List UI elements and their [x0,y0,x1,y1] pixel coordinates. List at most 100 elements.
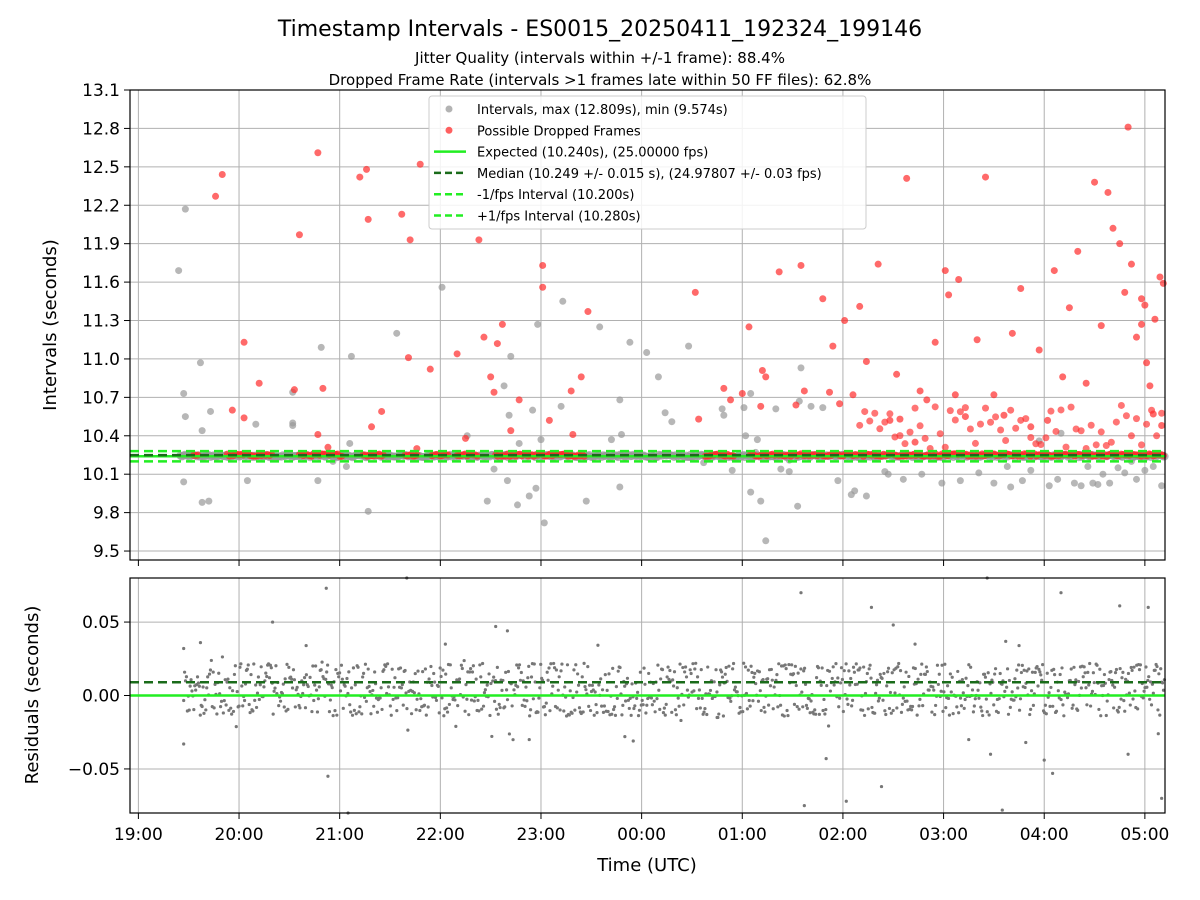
dropped-point [896,415,904,423]
residual-point [351,666,356,670]
residual-point [223,678,227,682]
residual-point [742,661,746,665]
dropped-point [1122,412,1130,420]
residual-point [1123,709,1127,713]
interval-point [785,468,793,476]
residual-point [557,675,561,679]
residual-point [837,705,841,709]
residual-point [705,712,709,717]
residual-point [560,662,564,666]
interval-point [1003,463,1011,471]
residual-point [628,696,632,700]
interval-point [534,320,542,328]
residual-point [936,682,940,687]
residuals-panel: −0.05 0.00 0.05 19:00 20:00 21:00 22:00 23:00 00… [68,576,1169,845]
dropped-point [1067,403,1075,411]
residual-point [691,662,695,666]
residual-point [492,699,497,703]
interval-point [181,413,189,421]
chart-subtitle-dropped: Dropped Frame Rate (intervals >1 frames … [329,71,872,89]
dropped-point [695,415,703,423]
residual-point [379,686,383,690]
residual-point [253,698,257,702]
residual-point [252,662,256,666]
residual-point [254,683,258,687]
residual-point [419,697,423,701]
residual-point [581,710,585,714]
dropped-point [1027,423,1035,431]
residual-point [474,677,478,681]
dropped-point [1141,301,1149,309]
residual-point [1133,689,1137,693]
residual-point [390,667,394,671]
residual-point [487,672,491,676]
y-tick-label: 12.5 [82,158,120,178]
residual-point [1147,675,1151,679]
residual-point [366,667,370,671]
x-tick-label: 00:00 [617,825,666,845]
interval-point [1114,464,1122,472]
dropped-point [545,416,553,424]
interval-point [777,465,785,473]
residual-point [826,724,831,728]
residual-point [683,670,687,674]
residual-point [235,690,239,694]
residual-point [649,696,654,700]
residual-point [1071,703,1075,707]
dropped-point [228,406,236,414]
residual-point [476,698,480,702]
residual-point [874,683,879,687]
residual-point [633,704,637,708]
residual-point [901,696,905,700]
interval-point [393,329,401,337]
residual-point [576,683,581,687]
residual-point [846,702,850,706]
interval-point [289,422,297,430]
dropped-point [893,370,901,378]
residual-point [794,683,798,688]
residual-point [549,662,553,666]
residual-point [338,671,342,675]
residual-point [1074,678,1078,682]
residual-point [353,683,357,687]
residual-point [1158,713,1162,717]
residual-point [404,691,408,695]
residual-point [934,703,938,708]
residual-point [460,666,464,671]
residual-point [1109,669,1113,674]
residual-point [662,706,666,710]
residual-point [666,665,670,669]
residual-point [635,696,639,700]
residual-point [802,804,806,808]
residual-point [840,677,845,682]
residual-point [1048,704,1052,708]
residual-point [664,702,668,707]
residual-point [946,696,951,701]
residual-point [316,697,320,701]
residual-point [463,709,467,713]
residual-point [357,710,361,714]
residual-points [182,639,1167,742]
residual-point [783,663,787,667]
residual-point [498,705,502,710]
dropped-point [324,443,332,451]
residual-point [511,738,515,742]
residual-point [976,688,980,692]
residual-point [1036,684,1040,688]
interval-point [626,338,634,346]
dropped-point [911,438,919,446]
dropped-point [923,396,931,404]
residual-point [552,661,556,666]
residual-point [308,675,312,679]
residual-point [525,699,529,703]
residual-point [1031,703,1036,707]
dropped-point [720,384,728,392]
residual-point [790,663,794,667]
dropped-point [1158,422,1166,430]
interval-point [342,463,350,471]
residual-point [719,670,724,674]
residual-point [699,668,703,672]
residual-point [317,685,321,689]
residual-point [567,713,571,717]
residual-point [600,688,605,692]
